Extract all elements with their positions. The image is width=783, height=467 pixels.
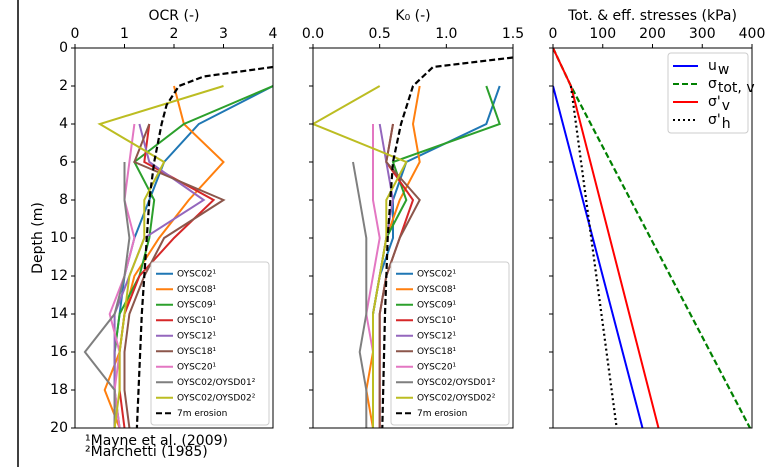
legend-label: u	[708, 58, 717, 74]
legend: OYSC02¹ OYSC08¹ OYSC09¹ OYSC10¹ OYSC12¹ OYSC1…	[390, 261, 510, 426]
legend-subscript: tot, v	[718, 80, 755, 96]
y-tick-label: 4	[59, 116, 68, 132]
legend-label: OYSC08¹	[417, 285, 457, 295]
series-line	[553, 48, 660, 428]
legend-subscript: v	[722, 98, 730, 114]
series-line	[313, 85, 408, 428]
series-line	[553, 85, 644, 428]
legend-label: 7m erosion	[177, 409, 227, 419]
legend-label: OYSC18¹	[177, 347, 217, 357]
legend-label: OYSC12¹	[417, 331, 457, 341]
x-tick-label: 1.0	[435, 26, 457, 42]
x-tick-label: 0	[549, 26, 558, 42]
legend-subscript: w	[718, 62, 729, 78]
footnote: ²Marchetti (1985)	[85, 444, 208, 460]
legend-label: OYSC02/OYSD02²	[177, 393, 256, 403]
legend-label: OYSC02/OYSD01²	[417, 378, 496, 388]
legend-label: σ'	[708, 112, 721, 128]
legend-box	[667, 52, 749, 134]
x-tick-label: 400	[739, 26, 766, 42]
footnote: ¹Mayne et al. (2009)	[85, 433, 228, 449]
y-axis-label: Depth (m)	[30, 202, 46, 274]
legend-label: OYSC18¹	[417, 347, 457, 357]
legend-label: OYSC10¹	[417, 316, 457, 326]
x-tick-label: 4	[269, 26, 278, 42]
series-line	[569, 85, 618, 428]
y-tick-label: 12	[50, 268, 68, 284]
panel-title: OCR (-)	[149, 8, 200, 24]
y-tick-label: 2	[59, 78, 68, 94]
y-tick-label: 20	[50, 420, 68, 436]
legend: u wσ tot, vσ' vσ' h	[667, 52, 755, 134]
y-tick-label: 14	[50, 306, 68, 322]
legend-label: OYSC02/OYSD02²	[417, 393, 496, 403]
x-tick-label: 3	[219, 26, 228, 42]
x-tick-label: 0	[71, 26, 80, 42]
y-tick-label: 0	[59, 40, 68, 56]
x-tick-label: 1.5	[502, 26, 524, 42]
series-line	[352, 161, 368, 428]
legend-label: OYSC02/OYSD01²	[177, 378, 256, 388]
panel-title: K₀ (-)	[395, 8, 430, 24]
x-tick-label: 2	[170, 26, 179, 42]
series-line	[83, 162, 131, 428]
x-tick-label: 1	[120, 26, 129, 42]
legend-label: σ'	[708, 94, 721, 110]
legend-label: σ	[708, 76, 717, 92]
panel-title: Tot. & eff. stresses (kPa)	[567, 8, 737, 24]
legend-label: OYSC09¹	[417, 300, 457, 310]
legend-label: OYSC10¹	[177, 316, 217, 326]
x-tick-label: 0.5	[369, 26, 391, 42]
plot-frame	[552, 47, 753, 429]
legend-label: OYSC09¹	[177, 300, 217, 310]
legend-label: OYSC20¹	[417, 362, 457, 372]
series-line	[108, 123, 136, 428]
legend-box	[150, 261, 270, 426]
legend-label: OYSC08¹	[177, 285, 217, 295]
y-tick-label: 18	[50, 382, 68, 398]
legend: OYSC02¹ OYSC08¹ OYSC09¹ OYSC10¹ OYSC12¹ OYSC1…	[150, 261, 270, 426]
plot-frame	[74, 47, 274, 429]
legend-label: OYSC02¹	[417, 269, 457, 279]
y-tick-label: 16	[50, 344, 68, 360]
legend-label: OYSC02¹	[177, 269, 217, 279]
legend-label: OYSC20¹	[177, 362, 217, 372]
y-tick-label: 10	[50, 230, 68, 246]
legend-label: OYSC12¹	[177, 331, 217, 341]
series-line	[97, 85, 224, 428]
series-line	[103, 85, 225, 428]
legend-box	[390, 261, 510, 426]
legend-subscript: h	[722, 116, 731, 132]
x-tick-label: 200	[639, 26, 666, 42]
x-tick-label: 100	[589, 26, 616, 42]
x-tick-label: 0.0	[302, 26, 324, 42]
y-tick-label: 8	[59, 192, 68, 208]
x-tick-label: 300	[689, 26, 716, 42]
plot-frame	[312, 47, 514, 429]
series-line	[135, 65, 273, 428]
y-tick-label: 6	[59, 154, 68, 170]
legend-label: 7m erosion	[417, 409, 467, 419]
